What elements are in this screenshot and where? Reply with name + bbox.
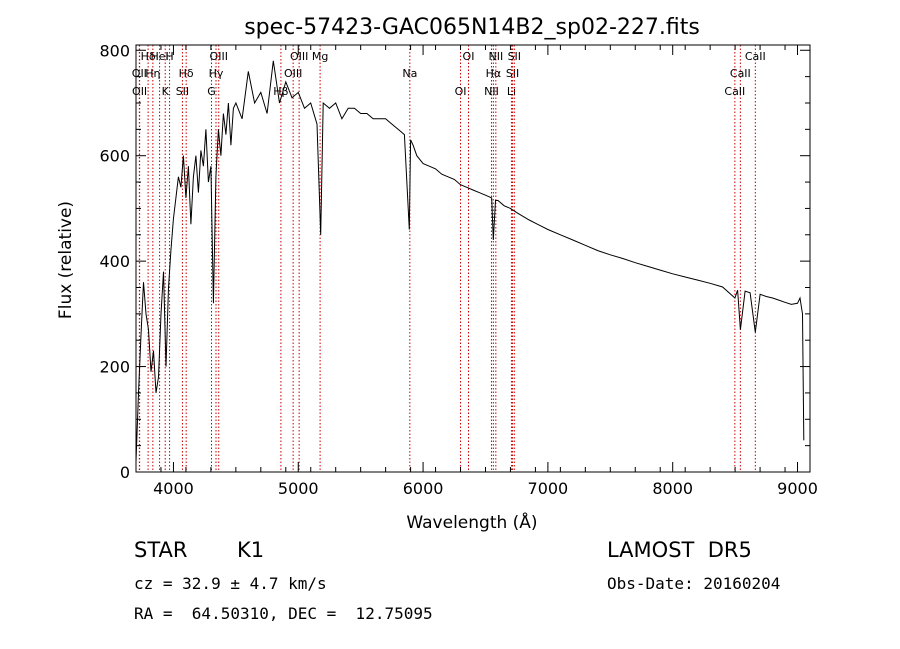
line-marker-label: K bbox=[162, 85, 170, 98]
line-marker-label: OII bbox=[132, 85, 147, 98]
line-marker-label: H bbox=[165, 50, 173, 63]
y-tick-label: 400 bbox=[99, 252, 130, 271]
line-marker-label: SII bbox=[508, 50, 521, 63]
line-marker-label: Na bbox=[402, 67, 417, 80]
line-marker-label: Mg bbox=[312, 50, 328, 63]
spectrum-series bbox=[135, 60, 805, 462]
line-marker-label: CaII bbox=[724, 85, 745, 98]
object-type: STAR bbox=[134, 538, 188, 562]
line-marker-label: Li bbox=[507, 85, 516, 98]
y-tick-label: 200 bbox=[99, 358, 130, 377]
survey-name: LAMOST DR5 bbox=[607, 538, 752, 562]
x-tick-label: 6000 bbox=[403, 479, 444, 498]
line-marker-label: OI bbox=[455, 85, 467, 98]
x-tick-label: 7000 bbox=[528, 479, 569, 498]
y-tick-label: 0 bbox=[120, 463, 130, 482]
line-marker-label: HeI bbox=[150, 50, 168, 63]
line-marker-label: CaII bbox=[730, 67, 751, 80]
spectral-subclass: K1 bbox=[237, 538, 265, 562]
x-tick-label: 4000 bbox=[153, 479, 194, 498]
x-axis-label: Wavelength (Å) bbox=[406, 511, 537, 533]
line-marker-label: Hδ bbox=[179, 67, 194, 80]
line-marker-label: SII bbox=[506, 67, 519, 80]
line-marker-label: SII bbox=[176, 85, 189, 98]
plot-frame bbox=[135, 44, 811, 473]
plot-axes: 4000 5000 6000 7000 8000 9000 0 200 400 600 800 bbox=[99, 41, 817, 498]
redshift-readout: cz = 32.9 ± 4.7 km/s bbox=[134, 574, 327, 593]
line-marker-label: OIII bbox=[284, 67, 302, 80]
line-marker-label: Hη bbox=[145, 67, 160, 80]
y-tick-label: 600 bbox=[99, 147, 130, 166]
line-marker-label: CaII bbox=[745, 50, 766, 63]
line-marker-label: Hβ bbox=[273, 85, 288, 98]
x-tick-label: 9000 bbox=[777, 479, 818, 498]
emission-line-markers: HδOIIOIIHeIHηKHHδSIIOIIIHγGOIIIOIIIHβMgN… bbox=[132, 45, 766, 472]
x-tick-label: 8000 bbox=[652, 479, 693, 498]
line-marker-label: NII bbox=[488, 50, 503, 63]
line-marker-label: NII bbox=[484, 85, 499, 98]
y-tick-label: 800 bbox=[99, 41, 130, 60]
observation-date: Obs-Date: 20160204 bbox=[607, 574, 781, 593]
line-marker-label: Hα bbox=[486, 67, 502, 80]
line-marker-label: OI bbox=[463, 50, 475, 63]
chart-title: spec-57423-GAC065N14B2_sp02-227.fits bbox=[244, 15, 700, 40]
line-marker-label: OIII bbox=[290, 50, 308, 63]
line-marker-label: Hδ bbox=[141, 50, 156, 63]
line-marker-label: G bbox=[207, 85, 216, 98]
y-axis-label: Flux (relative) bbox=[56, 201, 76, 319]
line-marker-label: OIII bbox=[210, 50, 228, 63]
x-tick-label: 5000 bbox=[278, 479, 319, 498]
coordinates-readout: RA = 64.50310, DEC = 12.75095 bbox=[134, 604, 433, 623]
line-marker-label: Hγ bbox=[209, 67, 224, 80]
spectrum-line bbox=[135, 60, 805, 462]
